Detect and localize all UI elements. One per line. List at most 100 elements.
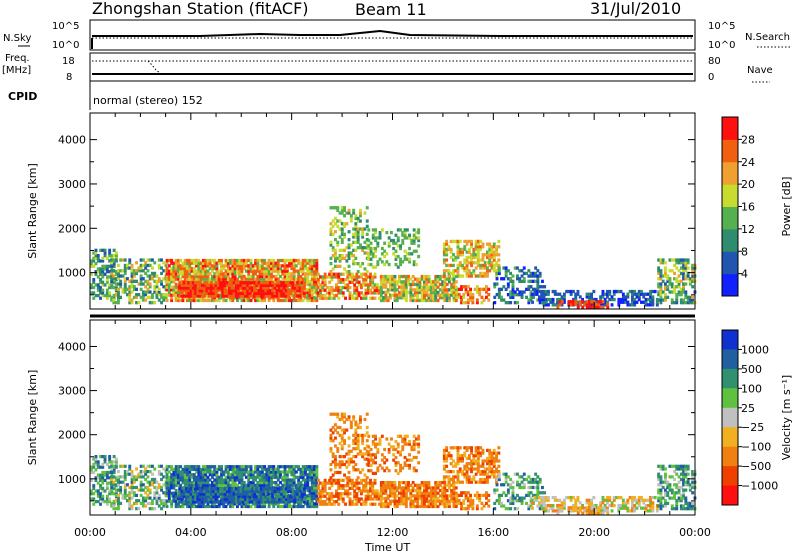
velocity-cell: [298, 500, 302, 504]
power-cell: [189, 289, 193, 293]
velocity-cell: [115, 492, 118, 496]
power-cell: [119, 282, 123, 286]
velocity-cell: [321, 484, 325, 488]
power-cell: [356, 262, 360, 266]
velocity-cell: [265, 470, 269, 474]
power-cell: [544, 289, 548, 294]
velocity-cell: [360, 489, 363, 493]
power-cell: [329, 227, 333, 231]
velocity-cell: [179, 470, 183, 474]
power-cell: [206, 277, 210, 281]
power-cell: [344, 283, 347, 287]
velocity-cell: [128, 501, 132, 505]
power-cell: [361, 227, 365, 231]
velocity-cell: [197, 465, 201, 469]
power-cell: [352, 208, 356, 213]
power-cell: [402, 274, 406, 279]
velocity-cell: [174, 491, 178, 495]
power-cell: [581, 297, 584, 302]
power-cell: [101, 280, 105, 284]
velocity-cell: [201, 478, 205, 482]
power-cell: [214, 289, 218, 293]
power-cell: [380, 252, 384, 256]
power-cell: [401, 231, 405, 235]
power-cell: [186, 269, 189, 273]
velocity-cell: [340, 436, 344, 440]
power-cell: [452, 277, 456, 281]
power-cell: [201, 261, 205, 265]
velocity-cell: [308, 478, 312, 482]
velocity-cell: [285, 465, 289, 469]
power-cell: [108, 248, 112, 252]
power-cell: [130, 285, 134, 289]
velocity-cell: [192, 465, 196, 469]
velocity-cell: [216, 500, 220, 504]
power-cell: [287, 283, 290, 287]
power-cell: [115, 272, 118, 276]
power-cell: [359, 243, 362, 247]
power-cell: [293, 294, 297, 298]
velocity-cell: [354, 447, 358, 451]
power-cell: [246, 281, 250, 285]
power-cell: [403, 254, 407, 259]
velocity-cell: [360, 492, 363, 496]
power-cell: [181, 266, 185, 271]
velocity-cell: [336, 431, 340, 435]
velocity-cell: [229, 504, 232, 509]
power-cell: [691, 301, 695, 305]
velocity-cell: [292, 502, 296, 506]
power-cell: [350, 278, 354, 282]
velocity-cell: [172, 475, 176, 479]
velocity-cell: [297, 502, 301, 506]
velocity-cell: [245, 502, 248, 506]
power-cell: [472, 253, 476, 257]
power-cell: [365, 238, 369, 242]
power-cell: [313, 274, 316, 279]
power-cell: [233, 277, 237, 281]
velocity-cell: [157, 464, 161, 468]
power-cell: [363, 227, 367, 231]
power-cell: [394, 249, 398, 253]
power-cell: [417, 231, 421, 235]
power-cell: [146, 287, 150, 291]
power-cell: [139, 263, 143, 268]
velocity-cell: [230, 500, 234, 504]
power-cell: [511, 295, 515, 299]
power-cell: [400, 293, 404, 297]
velocity-cell: [186, 483, 189, 487]
velocity-cell: [285, 483, 289, 487]
velocity-cell: [278, 489, 281, 494]
velocity-cell: [313, 494, 316, 498]
power-cell: [479, 239, 483, 244]
velocity-cell: [181, 478, 185, 482]
power-cell: [123, 258, 127, 262]
power-cell: [536, 279, 540, 283]
velocity-cell: [280, 492, 284, 496]
power-cell: [527, 269, 531, 273]
velocity-cell: [135, 477, 138, 482]
power-cell: [343, 232, 346, 236]
power-cell: [164, 295, 168, 299]
power-cell: [644, 292, 648, 296]
power-cell: [481, 255, 485, 260]
power-cell: [659, 295, 663, 299]
power-cell: [220, 274, 223, 279]
power-cell: [130, 290, 134, 294]
power-cell: [391, 288, 395, 292]
velocity-cell: [316, 478, 320, 482]
power-cell: [516, 277, 519, 281]
velocity-cell: [290, 470, 294, 474]
power-cell: [332, 296, 336, 300]
power-cell: [206, 274, 210, 279]
velocity-cell: [212, 500, 216, 504]
velocity-cell: [299, 475, 303, 479]
power-cell: [470, 242, 473, 246]
velocity-cell: [201, 483, 205, 487]
velocity-cell: [204, 465, 208, 469]
power-cell: [369, 252, 373, 256]
power-cell: [211, 298, 214, 303]
velocity-cell: [304, 481, 307, 485]
power-cell: [177, 269, 180, 273]
velocity-cell: [354, 455, 358, 459]
velocity-cell: [172, 486, 176, 490]
